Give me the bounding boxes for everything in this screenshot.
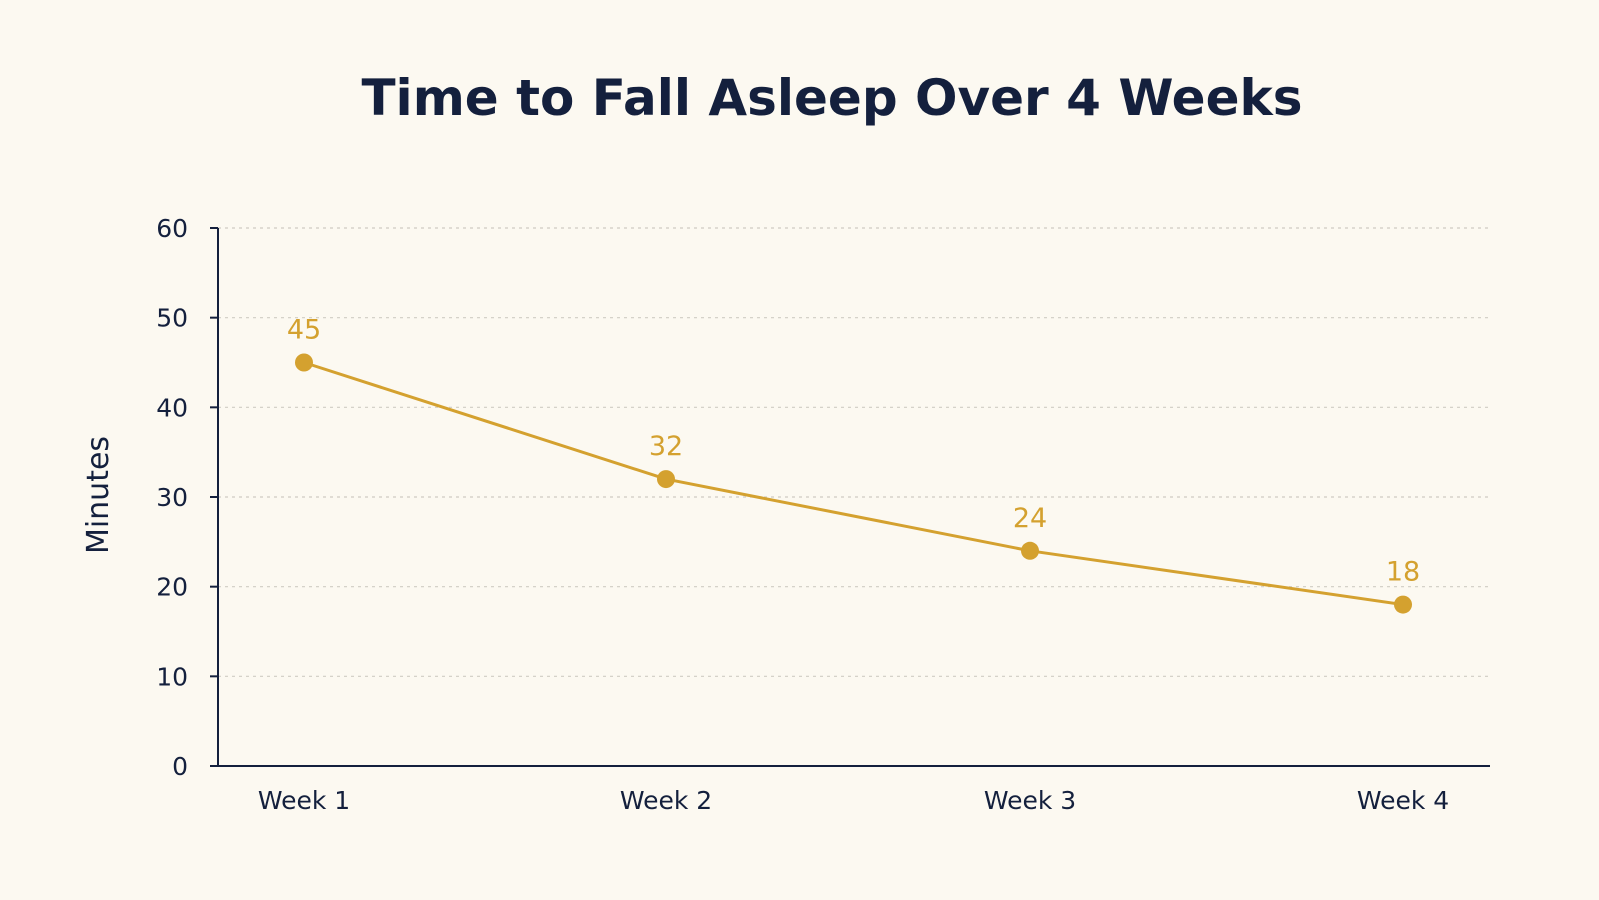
chart-title: Time to Fall Asleep Over 4 Weeks [361,69,1302,127]
data-label: 18 [1386,557,1420,588]
series-week-values: 45 32 24 18 [287,315,1420,614]
y-tick-label: 20 [156,573,188,602]
data-point [657,470,675,489]
data-label: 24 [1013,503,1047,534]
data-point [1021,541,1039,560]
y-axis-ticks: 0 10 20 30 40 50 60 [156,214,218,781]
y-tick-label: 0 [172,752,188,781]
y-tick-label: 60 [156,214,188,243]
data-point [1394,595,1412,614]
x-tick-label: Week 3 [984,786,1076,815]
y-axis-label: Minutes [81,436,116,554]
data-point [295,353,313,372]
y-tick-label: 10 [156,662,188,691]
gridlines [218,227,1490,677]
y-tick-label: 50 [156,304,188,333]
x-tick-label: Week 4 [1357,786,1449,815]
x-tick-label: Week 1 [258,786,350,815]
series-line [303,361,1404,607]
data-label: 32 [649,431,683,462]
x-axis-ticks: Week 1 Week 2 Week 3 Week 4 [258,786,1449,815]
data-label: 45 [287,315,321,346]
x-tick-label: Week 2 [620,786,712,815]
y-tick-label: 30 [156,483,188,512]
y-tick-label: 40 [156,393,188,422]
